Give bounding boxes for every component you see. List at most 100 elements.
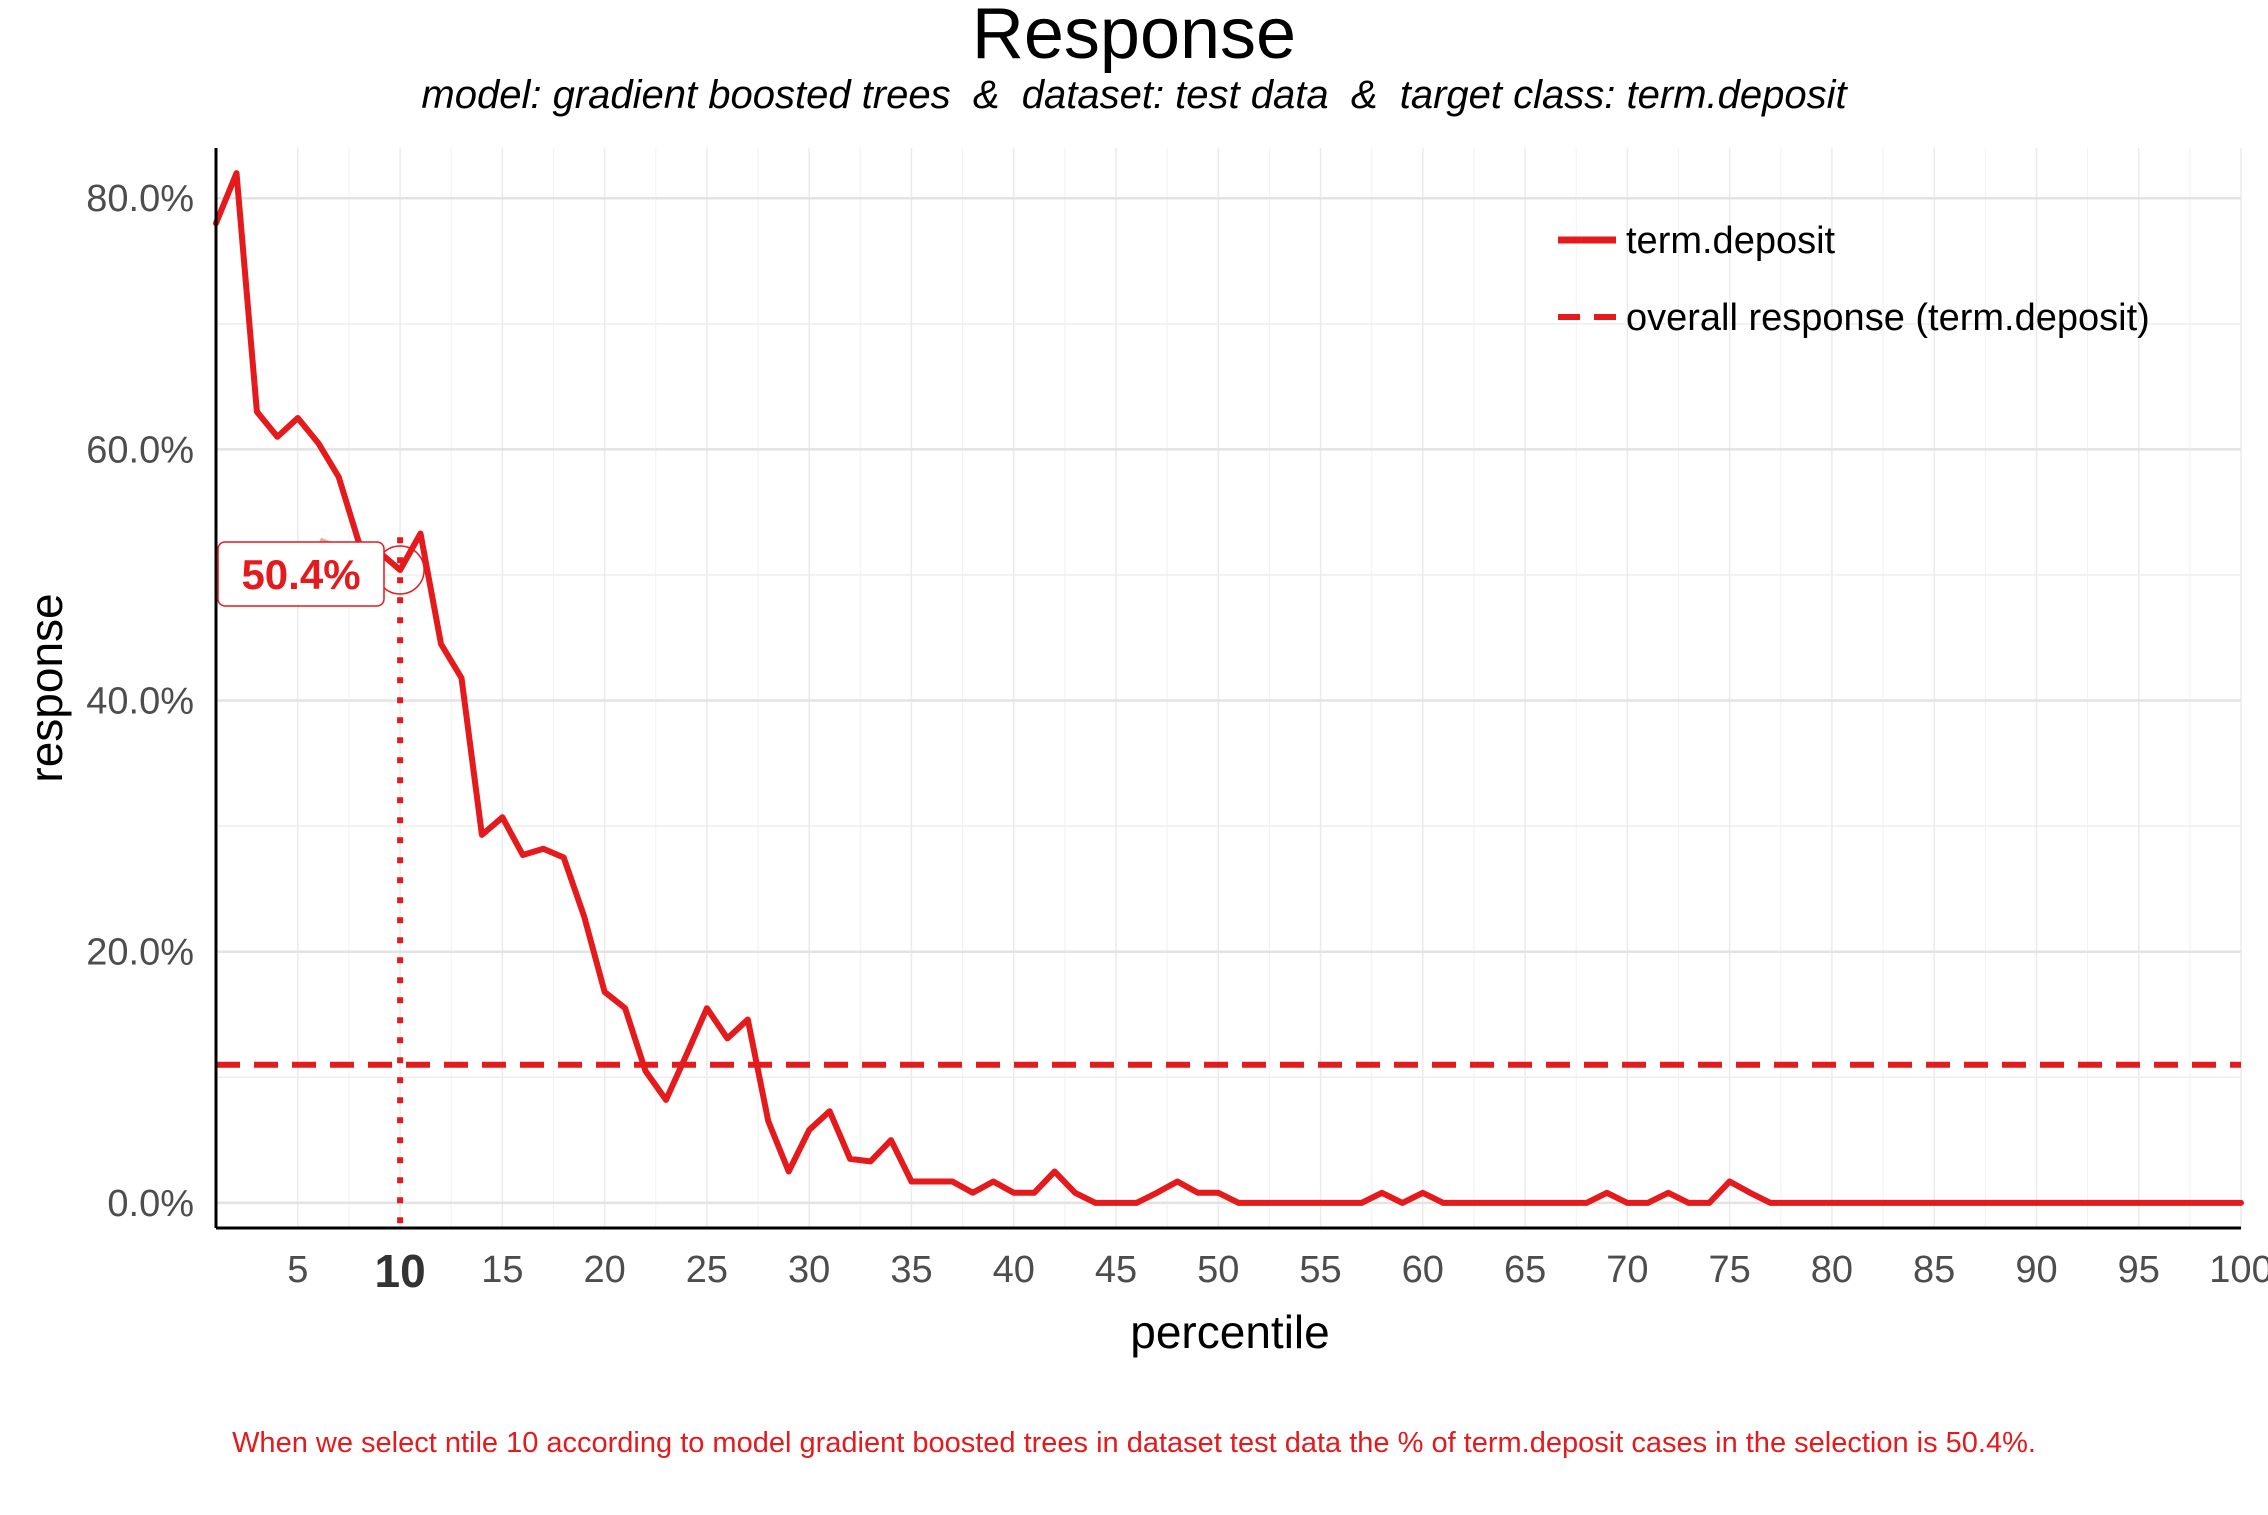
y-tick-label: 60.0%: [86, 429, 194, 471]
data-point: [459, 676, 463, 680]
data-point: [1012, 1191, 1016, 1195]
legend: term.deposit overall response (term.depo…: [1558, 220, 2150, 339]
data-point: [1912, 1201, 1916, 1205]
annotation-layer: 50.4%: [217, 537, 425, 1228]
data-point: [1666, 1191, 1670, 1195]
axis-layer: 5 10 15 20 25 30 35 40 45 50 55 60 65 70 75 80 85 90 95 100…: [86, 148, 2268, 1297]
x-tick-label: 15: [481, 1249, 523, 1291]
y-tick-label: 20.0%: [86, 932, 194, 974]
x-tick-label: 50: [1197, 1249, 1239, 1291]
data-point: [1134, 1201, 1138, 1205]
data-point: [1564, 1201, 1568, 1205]
data-point: [1482, 1201, 1486, 1205]
data-point: [275, 435, 279, 439]
data-point: [562, 856, 566, 860]
data-point: [1850, 1201, 1854, 1205]
x-tick-label: 5: [287, 1249, 308, 1291]
data-point: [234, 171, 238, 175]
y-tick-label: 0.0%: [107, 1183, 194, 1225]
data-point: [1319, 1201, 1323, 1205]
data-point: [971, 1191, 975, 1195]
data-point: [296, 416, 300, 420]
series-line-term-deposit: [213, 170, 2244, 1206]
data-point: [500, 815, 504, 819]
data-point: [1298, 1201, 1302, 1205]
data-point: [705, 1006, 709, 1010]
annotation-label: 50.4%: [241, 551, 360, 598]
data-point: [439, 642, 443, 646]
data-point: [1196, 1191, 1200, 1195]
data-point: [1380, 1191, 1384, 1195]
x-tick-label: 60: [1402, 1249, 1444, 1291]
data-point: [991, 1180, 995, 1184]
data-point: [521, 853, 525, 857]
data-point: [2137, 1201, 2141, 1205]
data-point: [1421, 1191, 1425, 1195]
data-point: [419, 532, 423, 536]
data-point: [1871, 1201, 1875, 1205]
data-point: [1278, 1201, 1282, 1205]
x-tick-label: 25: [686, 1249, 728, 1291]
data-point: [787, 1169, 791, 1173]
data-point: [2096, 1201, 2100, 1205]
data-point: [807, 1128, 811, 1132]
data-point: [1257, 1201, 1261, 1205]
data-point: [1953, 1201, 1957, 1205]
x-tick-label: 70: [1606, 1249, 1648, 1291]
data-point: [1769, 1201, 1773, 1205]
data-point: [1789, 1201, 1793, 1205]
data-point: [1237, 1201, 1241, 1205]
data-point: [909, 1180, 913, 1184]
x-tick-label: 40: [993, 1249, 1035, 1291]
x-tick-label: 45: [1095, 1249, 1137, 1291]
x-tick-label: 80: [1811, 1249, 1853, 1291]
data-point: [1462, 1201, 1466, 1205]
data-point: [2014, 1201, 2018, 1205]
y-tick-label: 80.0%: [86, 178, 194, 220]
data-point: [889, 1138, 893, 1142]
series-layer: [213, 170, 2244, 1206]
x-tick-label: 75: [1708, 1249, 1750, 1291]
data-point: [950, 1180, 954, 1184]
x-tick-label: 20: [583, 1249, 625, 1291]
data-point: [1400, 1201, 1404, 1205]
data-point: [2198, 1201, 2202, 1205]
chart-caption: When we select ntile 10 according to mod…: [232, 1427, 2036, 1459]
data-point: [2075, 1201, 2079, 1205]
chart-subtitle: model: gradient boosted trees & dataset:…: [421, 73, 1848, 117]
data-point: [1625, 1201, 1629, 1205]
data-point: [828, 1109, 832, 1113]
x-axis-title: percentile: [1130, 1306, 1329, 1358]
x-tick-label: 10: [375, 1245, 426, 1297]
data-point: [623, 1006, 627, 1010]
data-point: [2219, 1201, 2223, 1205]
data-point: [1114, 1201, 1118, 1205]
data-point: [316, 441, 320, 445]
data-point: [1441, 1201, 1445, 1205]
data-point: [2116, 1201, 2120, 1205]
data-point: [1748, 1191, 1752, 1195]
data-point: [398, 568, 402, 572]
data-point: [1359, 1201, 1363, 1205]
data-point: [1994, 1201, 1998, 1205]
data-point: [1707, 1201, 1711, 1205]
data-point: [541, 847, 545, 851]
chart-title: Response: [972, 0, 1296, 74]
data-point: [1544, 1201, 1548, 1205]
data-point: [1339, 1201, 1343, 1205]
data-point: [725, 1036, 729, 1040]
data-point: [2239, 1201, 2243, 1205]
data-point: [1830, 1201, 1834, 1205]
data-point: [1175, 1180, 1179, 1184]
data-point: [1973, 1201, 1977, 1205]
data-point: [1891, 1201, 1895, 1205]
data-point: [2055, 1201, 2059, 1205]
data-point: [582, 915, 586, 919]
data-point: [603, 990, 607, 994]
data-point: [2157, 1201, 2161, 1205]
data-point: [1687, 1201, 1691, 1205]
data-point: [1053, 1169, 1057, 1173]
annotation-label-box: [217, 541, 385, 607]
data-point: [255, 410, 259, 414]
